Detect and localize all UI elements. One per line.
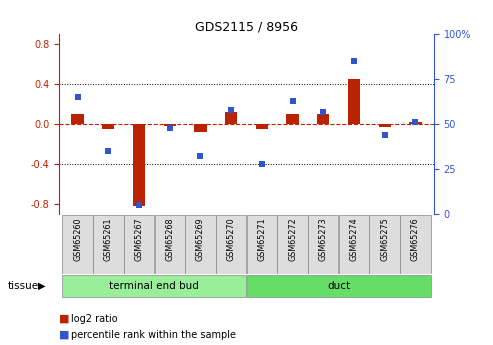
FancyBboxPatch shape (185, 215, 215, 274)
FancyBboxPatch shape (124, 215, 154, 274)
FancyBboxPatch shape (63, 275, 246, 297)
FancyBboxPatch shape (369, 215, 400, 274)
FancyBboxPatch shape (93, 215, 124, 274)
Text: duct: duct (327, 280, 350, 290)
FancyBboxPatch shape (63, 215, 93, 274)
Text: GSM65271: GSM65271 (257, 218, 266, 261)
Bar (194, 124, 207, 132)
Bar (317, 114, 329, 124)
Bar (256, 124, 268, 129)
Text: GSM65275: GSM65275 (380, 218, 389, 261)
Text: ■: ■ (59, 314, 70, 324)
Text: terminal end bud: terminal end bud (109, 280, 199, 290)
Text: GSM65276: GSM65276 (411, 218, 420, 261)
FancyBboxPatch shape (308, 215, 339, 274)
Text: GSM65274: GSM65274 (350, 218, 358, 261)
FancyBboxPatch shape (246, 215, 277, 274)
Title: GDS2115 / 8956: GDS2115 / 8956 (195, 20, 298, 33)
Text: tissue: tissue (7, 281, 38, 291)
Text: GSM65268: GSM65268 (165, 218, 174, 261)
Text: GSM65260: GSM65260 (73, 218, 82, 261)
Text: log2 ratio: log2 ratio (71, 314, 118, 324)
Bar (164, 124, 176, 126)
FancyBboxPatch shape (339, 215, 369, 274)
Text: GSM65272: GSM65272 (288, 218, 297, 261)
Bar (71, 114, 84, 124)
Text: GSM65267: GSM65267 (135, 218, 143, 261)
Bar (286, 114, 299, 124)
FancyBboxPatch shape (400, 215, 430, 274)
Bar (379, 124, 391, 127)
Text: GSM65270: GSM65270 (227, 218, 236, 261)
FancyBboxPatch shape (154, 215, 185, 274)
Bar (102, 124, 114, 129)
FancyBboxPatch shape (246, 275, 430, 297)
Text: GSM65273: GSM65273 (319, 218, 328, 261)
Bar (133, 124, 145, 206)
Text: ▶: ▶ (38, 281, 46, 291)
Bar (348, 79, 360, 124)
Text: ■: ■ (59, 330, 70, 339)
Text: percentile rank within the sample: percentile rank within the sample (71, 330, 237, 339)
FancyBboxPatch shape (216, 215, 246, 274)
Bar (225, 112, 237, 124)
Text: GSM65261: GSM65261 (104, 218, 113, 261)
Bar (409, 122, 422, 124)
Text: GSM65269: GSM65269 (196, 218, 205, 261)
FancyBboxPatch shape (278, 215, 308, 274)
